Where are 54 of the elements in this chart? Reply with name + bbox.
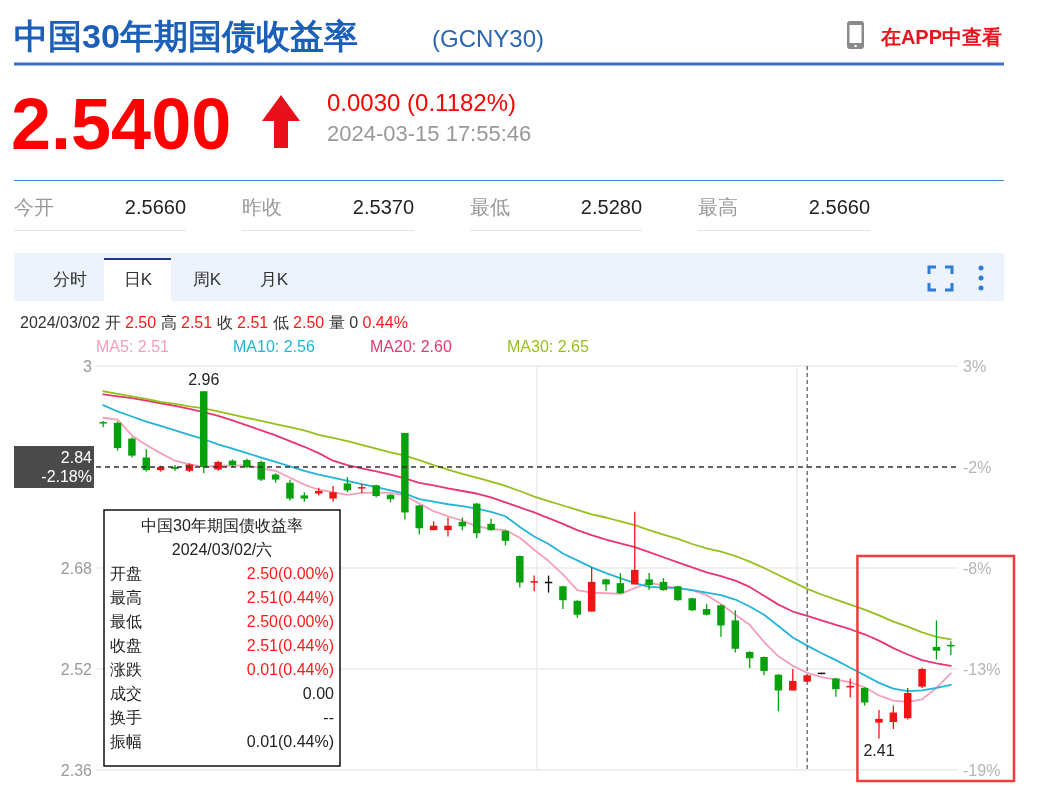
legend-item: MA20: 2.60 [370,338,452,355]
title: 中国30年期国债收益率 [14,17,358,55]
legend-item: MA5: 2.51 [96,338,169,355]
annotation: 月K [259,270,289,289]
y2-tick-label: 3% [963,357,987,375]
annotation: 2.50(0.00%) [246,613,334,630]
legend-item: MA10: 2.56 [233,338,315,355]
annotation: 在APP中查看 [880,26,1002,48]
subtitle: (GCNY30) [432,25,545,52]
annotation: 2024/03/02 开 2.50 高 2.51 收 2.51 低 2.50 量 0 0.44% [20,314,408,331]
annotation: 中国30年期国债收益率 [141,517,303,534]
y2-tick-label: -13% [963,660,1001,678]
annotation: 最低 [470,196,510,218]
annotation: 0.01(0.44%) [246,661,334,678]
annotation: 换手 [110,709,142,726]
annotation: 2.51(0.44%) [246,589,334,606]
annotation: 0.01(0.44%) [246,733,334,750]
annotation: 2.5660 [124,196,186,218]
annotation: 0.0030 (0.1182%) [327,89,517,116]
y-tick-label: 2.36 [60,761,92,779]
y2-tick-label: -8% [963,559,992,577]
annotation: 2.5370 [352,196,414,218]
annotation: 2024/03/02/六 [171,541,273,558]
annotation: 2.51(0.44%) [246,637,334,654]
annotation: 收盘 [110,637,142,654]
y-tick-label: 2.52 [60,660,92,678]
annotation: 2.5660 [808,196,870,218]
annotation: 涨跌 [110,661,142,678]
annotation: 2.96 [188,371,220,389]
legend-item: MA30: 2.65 [507,338,589,355]
y2-tick-label: -19% [963,761,1001,779]
y2-tick-label: -2% [963,458,992,476]
annotation: 分时 [53,270,87,289]
annotation: 2.50(0.00%) [246,565,334,582]
annotation: 振幅 [110,733,142,750]
annotation: -- [323,709,334,726]
annotation: 2024-03-15 17:55:46 [327,121,532,146]
annotation: 最低 [110,613,142,630]
annotation: 最高 [698,196,738,218]
annotation: 2.5280 [580,196,642,218]
annotation: 今开 [14,196,54,218]
annotation: 0.00 [302,685,334,702]
annotation: 最高 [110,589,142,606]
annotation: 开盘 [110,565,142,582]
y-tick-label: 3 [83,357,92,375]
y-tick-label: 2.68 [60,559,92,577]
annotation: 2.5400 [11,84,232,164]
annotation: 周K [192,270,222,289]
annotation: 日K [123,270,153,289]
annotation: 成交 [110,685,142,702]
annotation: 昨收 [242,196,282,218]
ref-line-label: 2.84 [60,449,92,466]
annotation: 2.41 [863,742,895,760]
ref-line-label: -2.18% [41,468,92,485]
